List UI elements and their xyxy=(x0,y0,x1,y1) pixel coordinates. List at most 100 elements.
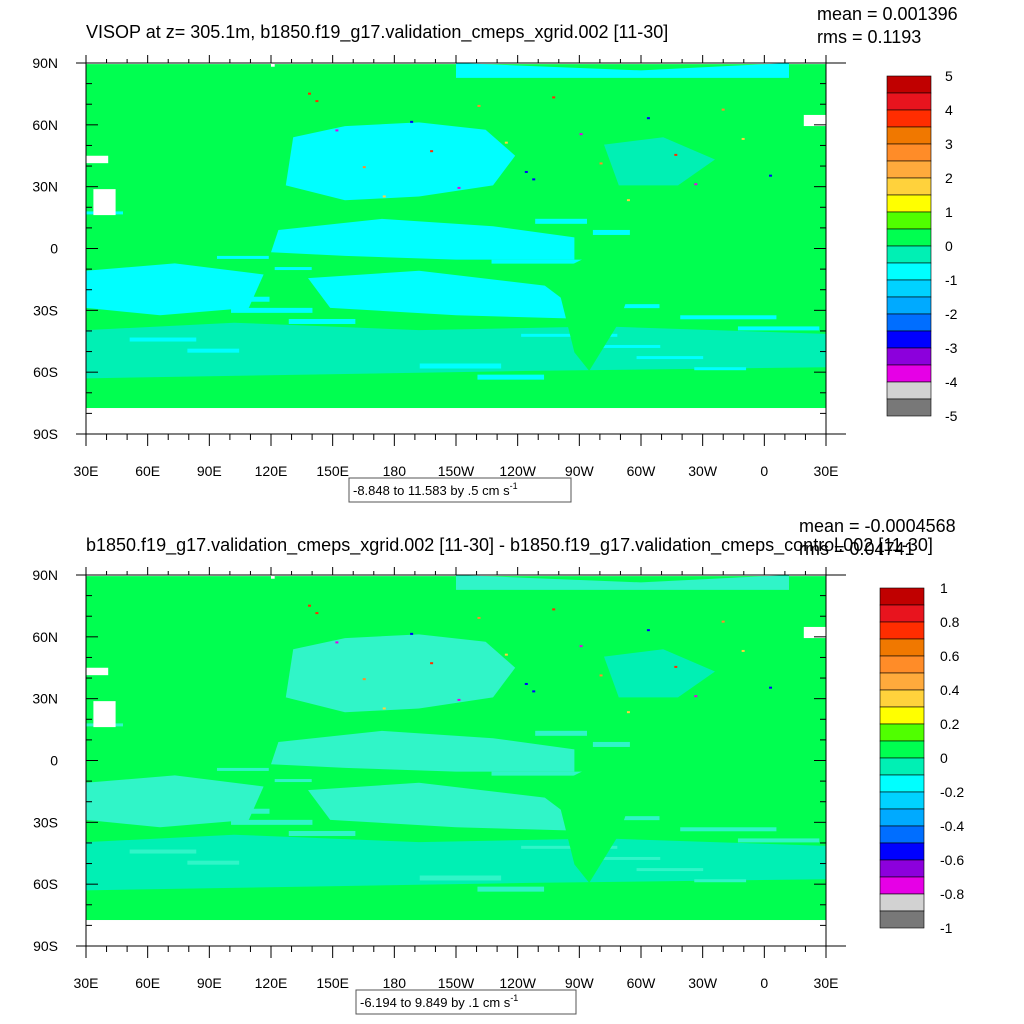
extreme-value-speckle xyxy=(477,616,481,619)
contour-streak xyxy=(115,285,153,291)
negative-contour-region xyxy=(308,270,590,319)
colorbar-label: -5 xyxy=(945,408,958,424)
y-tick-label: 90S xyxy=(33,938,58,954)
colorbar-swatch xyxy=(879,893,925,912)
extreme-value-speckle xyxy=(315,612,319,615)
y-tick-label: 90N xyxy=(32,55,58,71)
map-field xyxy=(86,63,826,434)
contour-streak xyxy=(115,797,153,803)
contour-streak xyxy=(737,326,820,331)
x-tick-label: 150E xyxy=(316,975,349,991)
negative-contour-region xyxy=(86,775,264,828)
contour-streak xyxy=(129,849,197,854)
x-tick-label: 60E xyxy=(135,463,160,479)
extreme-value-speckle xyxy=(646,117,650,120)
extreme-value-speckle xyxy=(674,665,678,668)
extreme-value-speckle xyxy=(410,120,414,123)
extreme-value-speckle xyxy=(741,137,745,140)
contour-streak xyxy=(622,304,660,309)
negative-contour-region xyxy=(456,575,789,590)
colorbar-label: -0.4 xyxy=(940,818,964,834)
contour-streak xyxy=(231,307,313,313)
x-tick-label: 30W xyxy=(688,463,718,479)
contour-streak xyxy=(433,760,471,765)
colorbar-swatch xyxy=(879,723,925,742)
stat-mean: mean = -0.0004568 xyxy=(799,516,956,536)
extreme-value-speckle xyxy=(504,653,508,656)
missing-data-patch xyxy=(86,408,826,434)
extreme-value-speckle xyxy=(694,695,698,698)
extreme-value-speckle xyxy=(524,682,528,685)
missing-data-patch xyxy=(271,575,275,579)
contour-streak xyxy=(433,248,471,253)
x-tick-label: 120E xyxy=(255,463,288,479)
x-tick-label: 150W xyxy=(438,975,475,991)
colorbar-label: -1 xyxy=(945,272,958,288)
colorbar-swatch xyxy=(886,92,932,111)
negative-contour-region xyxy=(604,649,715,698)
colorbar-swatch xyxy=(886,177,932,196)
colorbar-label: 0.2 xyxy=(940,716,960,732)
colorbar-label: 3 xyxy=(945,136,953,152)
y-tick-label: 0 xyxy=(50,241,58,257)
contour-streak xyxy=(491,771,588,776)
contour-streak xyxy=(592,229,630,235)
x-tick-label: 120W xyxy=(499,463,536,479)
extreme-value-speckle xyxy=(382,707,386,710)
colorbar-swatch xyxy=(879,587,925,606)
negative-contour-region xyxy=(86,263,264,316)
contour-streak xyxy=(535,730,587,736)
negative-contour-region xyxy=(456,63,789,78)
contour-streak xyxy=(419,875,502,881)
colorbar-label: 0.4 xyxy=(940,682,960,698)
contour-streak xyxy=(737,838,820,843)
extreme-value-speckle xyxy=(362,166,366,169)
x-tick-label: 90W xyxy=(565,975,595,991)
extreme-value-speckle xyxy=(457,186,461,189)
contour-streak xyxy=(419,363,502,369)
negative-contour-region xyxy=(285,634,516,713)
x-tick-label: 150W xyxy=(438,463,475,479)
colorbar-swatch xyxy=(886,143,932,162)
contour-streak xyxy=(680,827,777,832)
extreme-value-speckle xyxy=(552,96,556,99)
y-tick-label: 30N xyxy=(32,691,58,707)
colorbar-label: 2 xyxy=(945,170,953,186)
stat-rms: rms = 0.1193 xyxy=(817,27,921,47)
extreme-value-speckle xyxy=(382,195,386,198)
contour-streak xyxy=(592,741,630,747)
contour-streak xyxy=(173,808,270,814)
colorbar-swatch xyxy=(879,825,925,844)
x-tick-label: 90E xyxy=(197,463,222,479)
panel-1: 90N 60N 30N 0 30S 60S 90S 30E 60E 90E 120E 150E 180 1… xyxy=(32,4,958,503)
contour-streak xyxy=(694,367,747,371)
colorbar-swatch xyxy=(879,859,925,878)
colorbar-swatch xyxy=(886,262,932,281)
contour-streak xyxy=(129,337,197,342)
colorbar-swatch xyxy=(886,211,932,230)
contour-streak xyxy=(376,237,428,242)
x-tick-label: 30E xyxy=(74,463,99,479)
x-tick-label: 60W xyxy=(627,463,657,479)
y-tick-label: 30N xyxy=(32,179,58,195)
extreme-value-speckle xyxy=(674,153,678,156)
x-tick-label: 0 xyxy=(760,975,768,991)
negative-contour-region xyxy=(86,834,826,891)
missing-data-patch xyxy=(86,920,826,946)
contour-streak xyxy=(173,296,270,302)
contour-streak xyxy=(216,255,269,259)
extreme-value-speckle xyxy=(457,698,461,701)
colorbar-label: -2 xyxy=(945,306,958,322)
extreme-value-speckle xyxy=(626,199,630,202)
colorbar-swatch xyxy=(879,757,925,776)
contour-streak xyxy=(636,356,704,360)
y-tick-label: 60S xyxy=(33,364,58,380)
colorbar-swatch xyxy=(879,876,925,895)
units-label: -8.848 to 11.583 by .5 cm s-1 xyxy=(353,481,518,498)
contour-streak xyxy=(318,226,385,231)
chart-title: VISOP at z= 305.1m, b1850.f19_g17.valida… xyxy=(86,22,668,43)
contour-streak xyxy=(332,790,429,794)
contour-streak xyxy=(477,886,545,892)
land-mask xyxy=(648,218,723,294)
colorbar-swatch xyxy=(879,808,925,827)
